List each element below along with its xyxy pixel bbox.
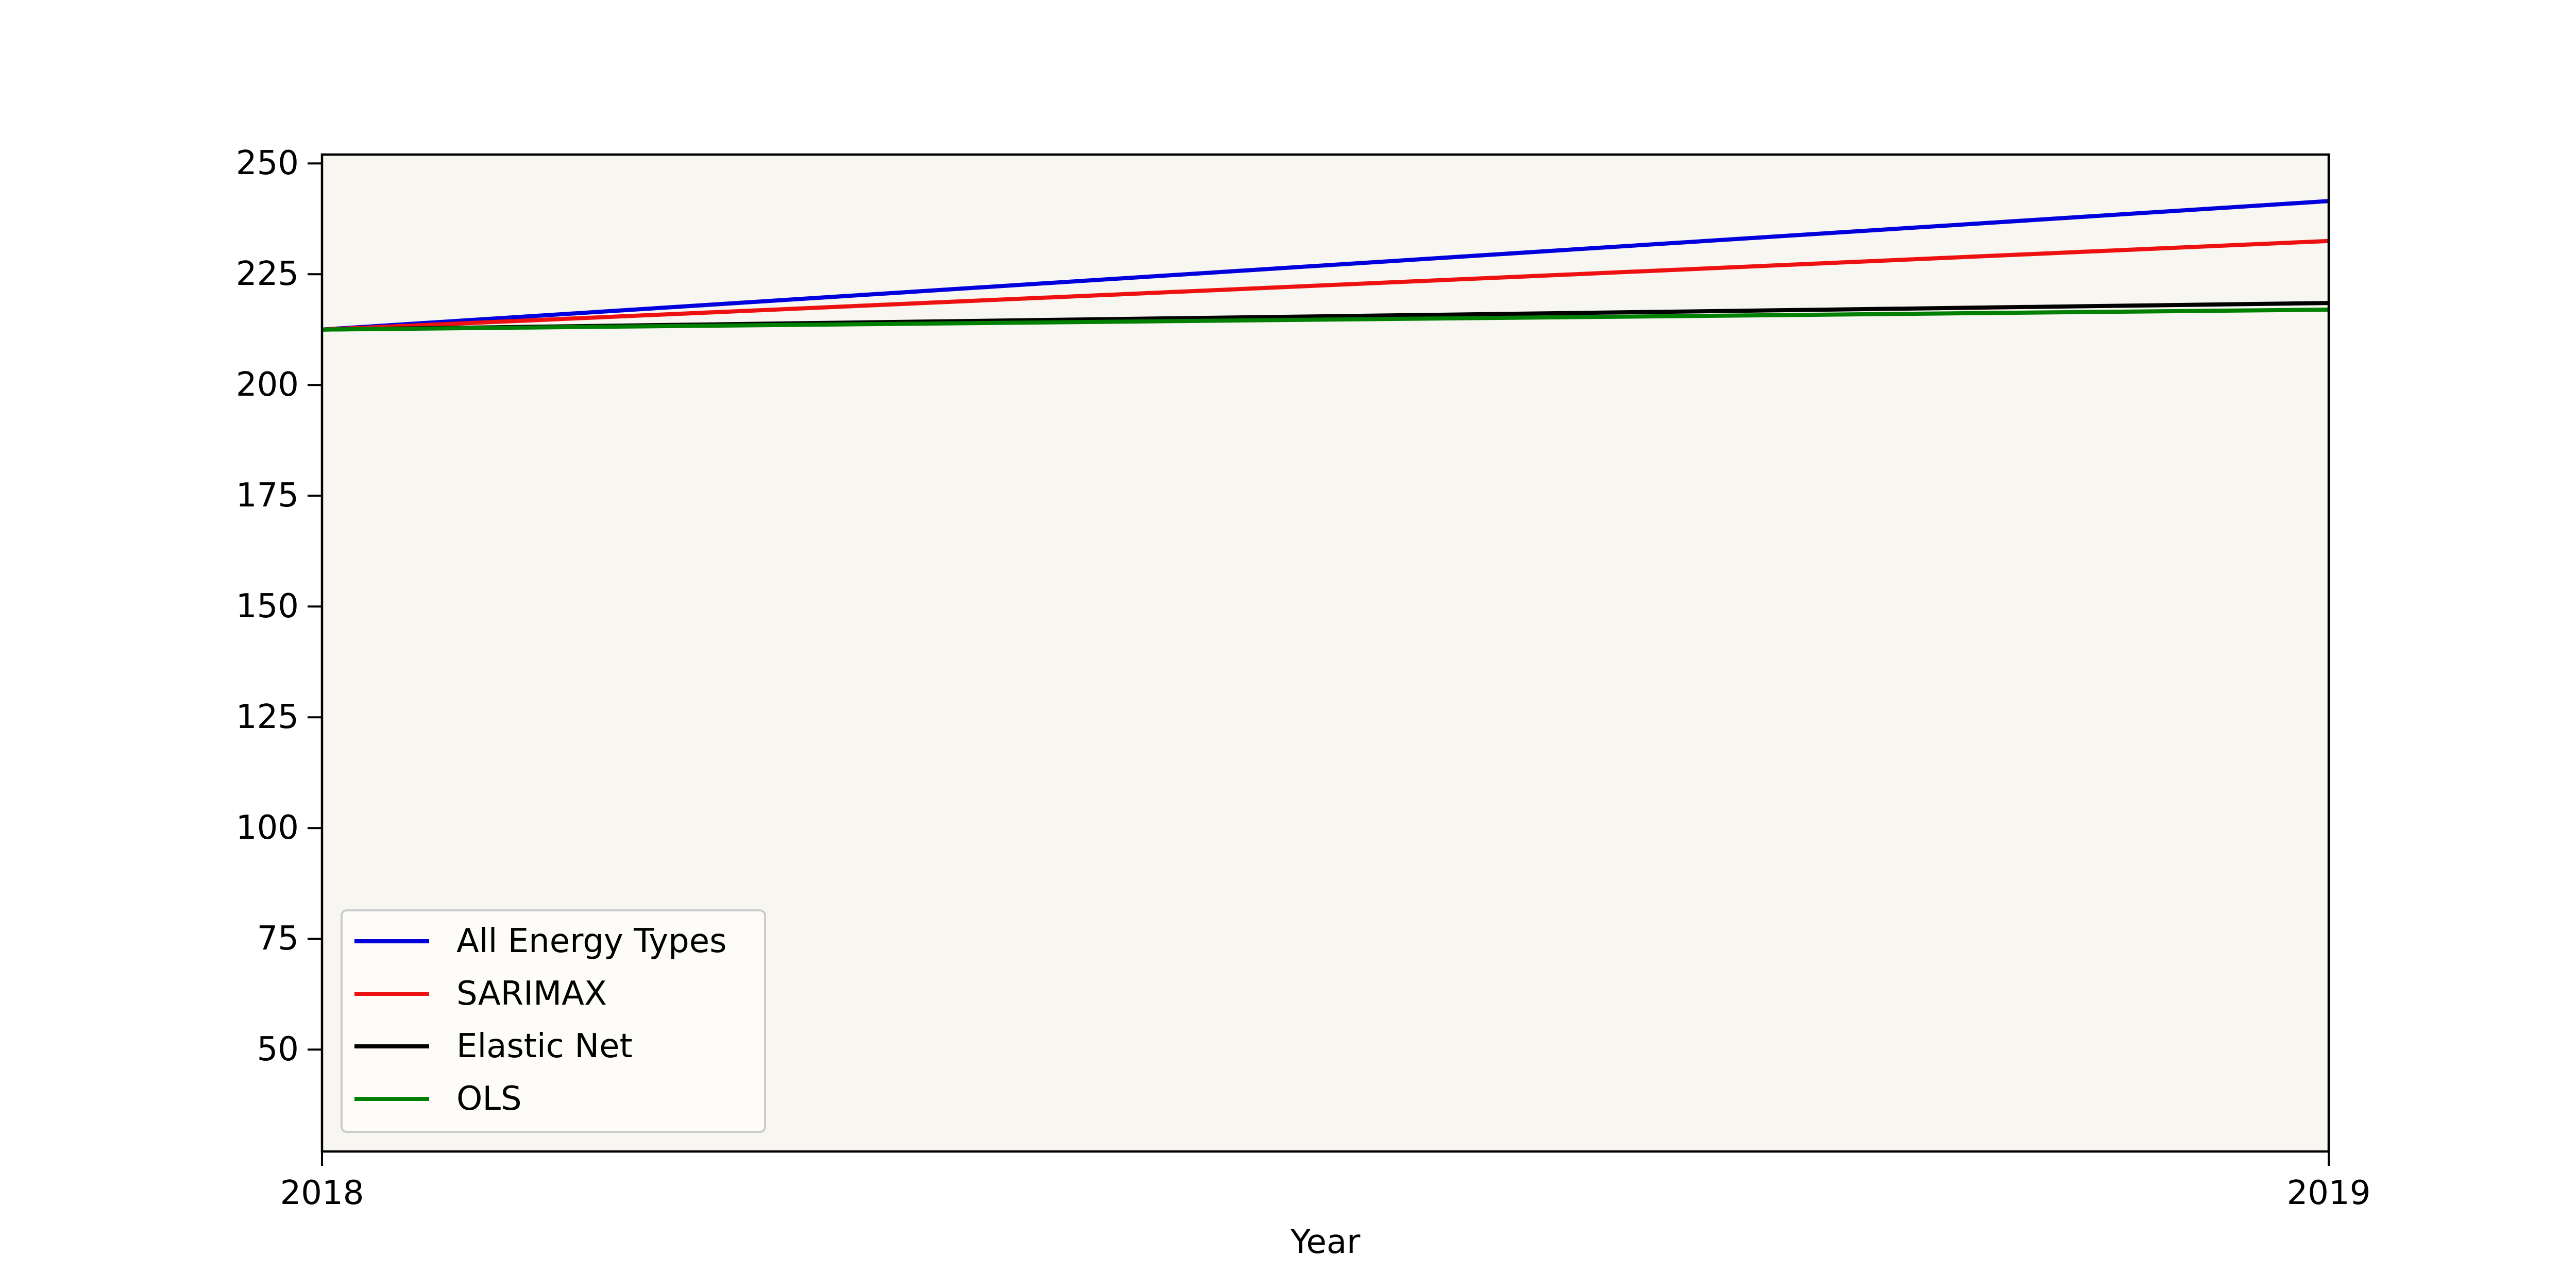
legend-label: Elastic Net	[456, 1027, 633, 1065]
y-tick-label: 50	[257, 1030, 299, 1069]
legend-label: All Energy Types	[456, 922, 726, 960]
series-line	[321, 199, 2329, 332]
plot-frame	[320, 153, 2330, 1153]
y-tick-label: 150	[236, 587, 299, 625]
series-line	[321, 308, 2329, 332]
legend-label: SARIMAX	[456, 975, 607, 1013]
x-axis-label: Year	[1290, 1223, 1361, 1261]
series-line	[321, 239, 2329, 332]
y-tick-label: 75	[257, 920, 299, 958]
x-axis: 2018 2019	[280, 1151, 2371, 1212]
x-tick-label: 2019	[2287, 1174, 2371, 1212]
y-axis: 50 75 100 125 150 175 200 225 250	[236, 144, 322, 1069]
y-tick-label: 225	[236, 255, 299, 293]
y-tick-label: 250	[236, 144, 299, 182]
y-tick-label: 200	[236, 366, 299, 404]
legend: All Energy Types SARIMAX Elastic Net OLS	[341, 909, 766, 1133]
legend-label: OLS	[456, 1080, 522, 1118]
legend-box	[341, 909, 766, 1133]
y-tick-label: 100	[236, 809, 299, 847]
y-tick-label: 125	[236, 698, 299, 736]
x-tick-label: 2018	[280, 1174, 364, 1212]
series-layer	[321, 199, 2329, 332]
y-tick-label: 175	[236, 477, 299, 515]
